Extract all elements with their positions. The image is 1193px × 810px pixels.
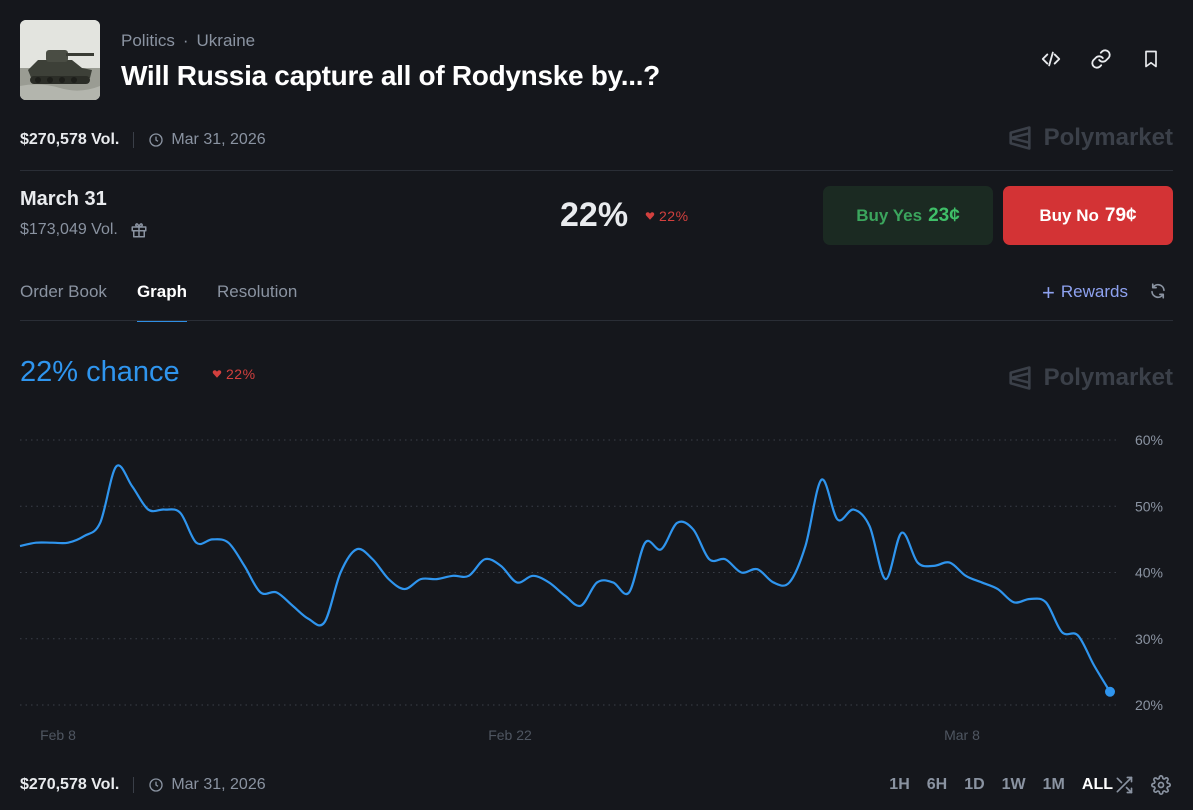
refresh-button[interactable] xyxy=(1149,282,1167,305)
buy-no-label: Buy No xyxy=(1039,205,1099,225)
refresh-icon xyxy=(1151,283,1165,299)
range-1d[interactable]: 1D xyxy=(964,776,985,793)
last-point-marker xyxy=(1105,686,1115,697)
y-tick-label: 40% xyxy=(1135,565,1163,581)
shuffle-icon xyxy=(1116,776,1133,794)
outcome-volume: $173,049 Vol. xyxy=(20,221,148,239)
buy-yes-button[interactable]: Buy Yes 23¢ xyxy=(823,186,993,245)
embed-button[interactable] xyxy=(1039,47,1063,71)
bookmark-icon xyxy=(1145,50,1157,68)
outcome-change-text: 22% xyxy=(659,208,689,224)
x-tick-label: Feb 22 xyxy=(488,727,532,743)
meta-divider xyxy=(133,132,135,148)
y-tick-label: 60% xyxy=(1135,432,1163,448)
chance-change: 22% xyxy=(212,366,256,382)
time-range-selector: 1H 6H 1D 1W 1M ALL xyxy=(889,776,1113,794)
embed-icon xyxy=(1041,51,1061,67)
chance-label: 22% chance xyxy=(20,356,180,388)
rewards-button[interactable]: + Rewards xyxy=(1042,279,1128,305)
section-divider xyxy=(20,170,1173,171)
compare-button[interactable] xyxy=(1114,775,1134,800)
market-thumbnail xyxy=(20,20,100,100)
bookmark-button[interactable] xyxy=(1139,47,1163,71)
range-6h[interactable]: 6H xyxy=(926,776,948,793)
heart-down-icon xyxy=(645,212,655,220)
polymarket-logo-icon xyxy=(1008,126,1031,150)
end-date-text: Mar 31, 2026 xyxy=(171,131,266,148)
tab-order-book[interactable]: Order Book xyxy=(20,282,107,301)
buy-yes-label: Buy Yes xyxy=(856,205,923,225)
x-tick-label: Mar 8 xyxy=(944,727,980,743)
tab-resolution[interactable]: Resolution xyxy=(217,282,298,301)
polymarket-logo-icon xyxy=(1008,366,1031,390)
breadcrumb-category[interactable]: Politics xyxy=(121,31,175,50)
range-1h[interactable]: 1H xyxy=(889,776,910,793)
footer-end-date-text: Mar 31, 2026 xyxy=(171,776,266,793)
brand-name: Polymarket xyxy=(1043,124,1173,151)
footer-volume: $270,578 Vol. xyxy=(20,776,120,793)
market-volume: $270,578 Vol. xyxy=(20,131,120,148)
buy-no-button[interactable]: Buy No 79¢ xyxy=(1003,186,1173,245)
range-1m[interactable]: 1M xyxy=(1042,776,1065,793)
outcome-change: 22% xyxy=(645,208,689,224)
clock-icon xyxy=(149,133,163,147)
market-end-date: Mar 31, 2026 xyxy=(148,131,266,149)
outcome-name: March 31 xyxy=(20,188,107,210)
range-1w[interactable]: 1W xyxy=(1001,776,1026,793)
breadcrumb: Politics · Ukraine xyxy=(121,31,255,51)
buy-yes-price: 23¢ xyxy=(928,204,960,226)
header-actions xyxy=(1039,47,1163,71)
heart-down-icon xyxy=(212,370,222,378)
chart-brand-name: Polymarket xyxy=(1043,364,1173,391)
rewards-label: Rewards xyxy=(1060,282,1128,301)
range-all[interactable]: ALL xyxy=(1081,776,1113,793)
chart-settings-button[interactable] xyxy=(1151,775,1171,800)
brand-watermark: Polymarket xyxy=(1006,124,1173,152)
breadcrumb-separator: · xyxy=(182,31,189,50)
buy-no-price: 79¢ xyxy=(1104,204,1137,226)
detail-tabs: Order Book Graph Resolution xyxy=(20,282,298,322)
tab-graph[interactable]: Graph xyxy=(136,282,188,322)
link-icon xyxy=(1091,49,1111,69)
probability-line xyxy=(19,464,1111,693)
chance-change-text: 22% xyxy=(226,366,256,382)
clock-icon xyxy=(149,778,163,792)
y-tick-label: 50% xyxy=(1135,498,1163,514)
footer-end-date: Mar 31, 2026 xyxy=(148,776,266,794)
y-tick-label: 30% xyxy=(1135,631,1163,647)
page-title: Will Russia capture all of Rodynske by..… xyxy=(121,60,660,91)
x-tick-label: Feb 8 xyxy=(40,727,76,743)
y-tick-label: 20% xyxy=(1135,697,1163,713)
market-meta: $270,578 Vol. Mar 31, 2026 xyxy=(20,131,266,149)
footer-divider xyxy=(133,777,135,793)
tank-photo-icon xyxy=(20,20,100,100)
outcome-probability: 22% xyxy=(560,196,629,234)
gear-icon xyxy=(1151,775,1171,795)
gift-icon[interactable] xyxy=(130,221,148,239)
copy-link-button[interactable] xyxy=(1089,47,1113,71)
footer-meta: $270,578 Vol. Mar 31, 2026 xyxy=(20,776,266,794)
breadcrumb-subcategory[interactable]: Ukraine xyxy=(196,31,256,50)
chart-brand-watermark: Polymarket xyxy=(1006,364,1173,392)
outcome-volume-text: $173,049 Vol. xyxy=(20,221,118,238)
tabs-divider xyxy=(20,320,1173,321)
plus-icon: + xyxy=(1042,279,1055,305)
probability-chart[interactable]: 60% 50% 40% 30% 20% Feb 8 Feb 22 Mar 8 xyxy=(0,420,1193,750)
